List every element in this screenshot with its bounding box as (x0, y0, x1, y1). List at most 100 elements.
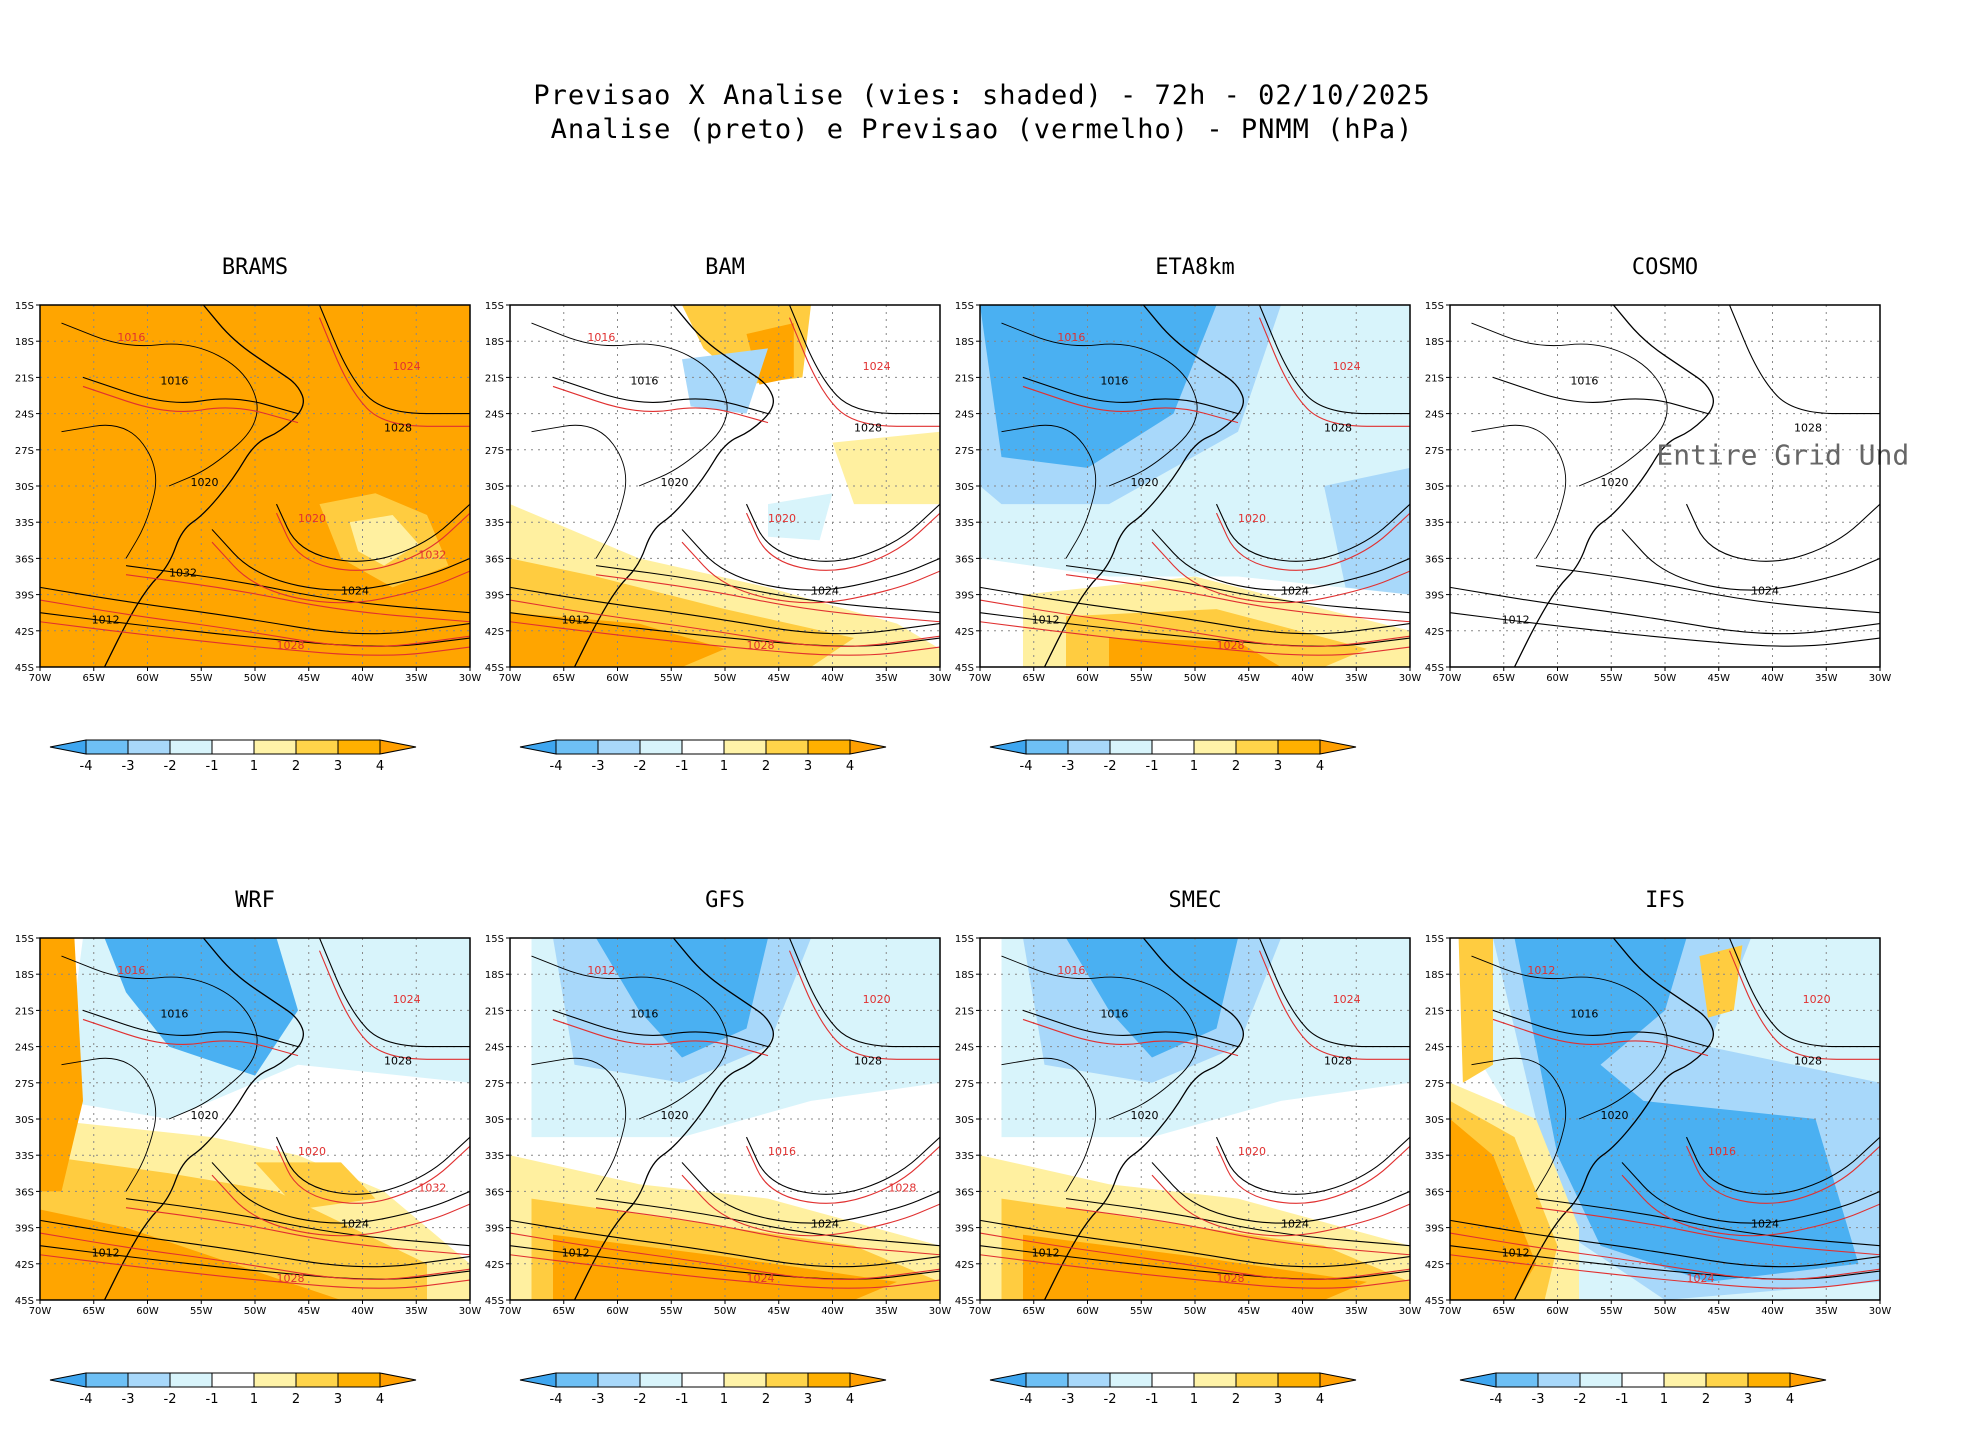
isobar-label-forecast: 1020 (1803, 993, 1831, 1006)
isobar-analysis (318, 305, 470, 415)
colorbar-segment (1537, 1372, 1581, 1388)
coastline (1043, 938, 1245, 1300)
lon-tick-label: 70W (969, 1306, 992, 1317)
lat-tick-label: 39S (15, 591, 34, 602)
colorbar-segment (337, 739, 381, 755)
lat-tick-label: 27S (955, 1079, 974, 1090)
panel-brams: BRAMS 1012 1016 1020 1024 1028 1032 1016 1020 102… (0, 255, 481, 684)
isobar-analysis (1535, 565, 1880, 614)
lat-tick-label: 30S (485, 482, 504, 493)
isobar-analysis (1450, 612, 1880, 647)
colorbar-segment (765, 739, 809, 755)
isobar-forecast (980, 599, 1410, 647)
country-border (61, 322, 258, 487)
lat-tick-label: 21S (485, 373, 504, 384)
colorbar-segment (555, 739, 599, 755)
colorbar-label: -1 (676, 759, 689, 774)
lon-tick-label: 70W (29, 1306, 52, 1317)
lat-tick-label: 21S (15, 373, 34, 384)
lat-tick-label: 39S (955, 591, 974, 602)
lat-tick-label: 24S (15, 410, 34, 421)
map-content: 1012 1016 1020 1024 1028 1032 1016 1020 1024 1028… (40, 305, 470, 667)
isobar-forecast (1151, 541, 1410, 604)
isobar-forecast (1621, 1174, 1880, 1237)
isobar-forecast (275, 1145, 470, 1204)
colorbar-label: -4 (80, 1392, 93, 1407)
lon-tick-label: 50W (1184, 1306, 1207, 1317)
lon-tick-label: 35W (1815, 673, 1838, 684)
colorbar-segment (295, 1372, 339, 1388)
isobar-label-analysis: 1020 (191, 476, 219, 489)
colorbar-arrow-left (989, 739, 1027, 755)
colorbar-svg: -4 -3 -2 -1 1 2 3 4 (519, 739, 887, 774)
lat-tick-label: 30S (1425, 482, 1444, 493)
colorbar-segment (211, 1372, 255, 1388)
colorbar-label: 2 (1232, 1392, 1240, 1407)
lon-tick-label: 40W (821, 673, 844, 684)
lon-tick-label: 50W (714, 1306, 737, 1317)
isobar-forecast (1151, 1174, 1410, 1237)
isobar-forecast (510, 1254, 940, 1289)
isobar-analysis (1685, 503, 1880, 562)
lon-tick-label: 70W (29, 673, 52, 684)
colorbar-svg: -4 -3 -2 -1 1 2 3 4 (989, 739, 1357, 774)
isobar-forecast (125, 574, 470, 623)
country-border (1001, 955, 1198, 1120)
lat-tick-label: 33S (955, 518, 974, 529)
isobar-forecast (1535, 1207, 1880, 1256)
colorbar-arrow-left (49, 739, 87, 755)
isobar-label-forecast: 1020 (863, 993, 891, 1006)
colorbar-svg: -4 -3 -2 -1 1 2 3 4 (989, 1372, 1357, 1407)
panel-title: BAM (705, 255, 745, 280)
isobar-label-forecast: 1028 (1217, 1272, 1245, 1285)
colorbar-label: -3 (592, 759, 605, 774)
colorbar-eta8km: -4 -3 -2 -1 1 2 3 4 (989, 739, 1410, 780)
lon-tick-label: 35W (405, 673, 428, 684)
bias-area (1514, 938, 1859, 1282)
isobar-label-analysis: 1028 (1324, 422, 1352, 435)
lat-tick-label: 39S (485, 1224, 504, 1235)
lat-tick-label: 45S (15, 1296, 34, 1307)
lat-tick-label: 21S (955, 373, 974, 384)
isobar-forecast (211, 541, 470, 604)
isobar-label-forecast: 1024 (1687, 1272, 1715, 1285)
isobar-label-forecast: 1028 (277, 639, 305, 652)
isobar-label-analysis: 1012 (92, 614, 120, 627)
lon-tick-label: 55W (1600, 1306, 1623, 1317)
lat-tick-label: 45S (1425, 1296, 1444, 1307)
isobar-label-forecast: 1024 (393, 993, 421, 1006)
isobar-forecast (980, 1232, 1410, 1280)
isobar-forecast (1215, 512, 1410, 571)
isobar-forecast (510, 599, 940, 647)
isobar-label-analysis: 1020 (1131, 476, 1159, 489)
colorbar-segment (1277, 739, 1321, 755)
colorbar-bam: -4 -3 -2 -1 1 2 3 4 (519, 739, 940, 780)
lon-tick-label: 70W (1439, 1306, 1462, 1317)
isobar-analysis (40, 1219, 470, 1268)
lat-tick-label: 21S (1425, 373, 1444, 384)
isobar-forecast (552, 385, 769, 424)
colorbar-segment (85, 739, 129, 755)
lon-tick-label: 70W (499, 673, 522, 684)
panel-gfs: GFS 1012 1016 1020 1024 1028 1012 1016 1020 1024 1… (470, 888, 951, 1317)
lon-tick-label: 30W (929, 1306, 952, 1317)
isobar-analysis (82, 1009, 299, 1048)
lon-tick-label: 65W (82, 673, 105, 684)
map-gfs: 1012 1016 1020 1024 1028 1012 1016 1020 1024 1028… (485, 934, 952, 1317)
colorbar-segment (1067, 1372, 1111, 1388)
isobar-analysis (788, 305, 940, 415)
isobar-analysis (211, 529, 470, 591)
lon-tick-label: 55W (660, 673, 683, 684)
isobar-label-analysis: 1012 (1502, 614, 1530, 627)
isobar-forecast (510, 1232, 940, 1280)
isobar-label-forecast: 1024 (1333, 360, 1361, 373)
lat-tick-label: 27S (15, 1079, 34, 1090)
lon-tick-label: 35W (1345, 1306, 1368, 1317)
colorbar-label: 3 (334, 759, 342, 774)
lat-tick-label: 39S (485, 591, 504, 602)
country-border (531, 424, 627, 559)
figure-title-line2: Analise (preto) e Previsao (vermelho) - … (550, 114, 1414, 145)
isobar-analysis (1450, 586, 1880, 635)
colorbar-arrow-left (49, 1372, 87, 1388)
lat-tick-label: 33S (485, 518, 504, 529)
